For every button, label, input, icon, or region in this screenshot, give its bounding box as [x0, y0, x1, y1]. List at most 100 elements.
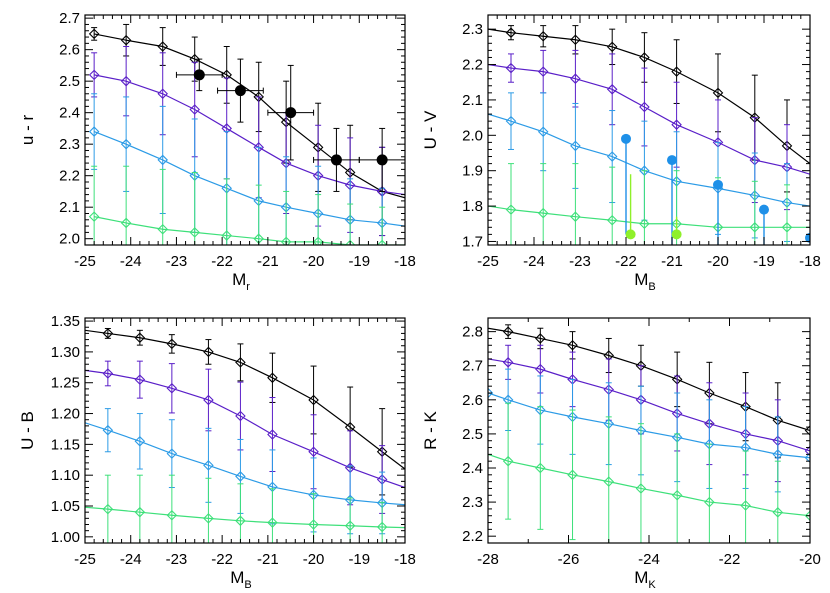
data-point	[102, 503, 114, 515]
series-blue	[85, 408, 405, 535]
x-axis: -28 -26 -24 -22 -20	[477, 318, 821, 568]
y-tick-label: 2.8	[462, 324, 483, 341]
plot-frame	[487, 14, 811, 246]
data-point	[120, 75, 132, 87]
chart-panel-top-right: -25 -24 -23 -22 -21 -20 -19 -18 1.7 1.8 1.9 2.0 2.1 2…	[421, 14, 821, 293]
series-black	[488, 25, 810, 193]
data-point	[157, 88, 168, 100]
data-point	[606, 84, 618, 95]
observed-point	[667, 155, 677, 166]
plot-area	[488, 324, 810, 543]
data-point	[267, 372, 278, 384]
series-line	[85, 329, 405, 470]
data-point	[606, 151, 618, 162]
data-point	[189, 104, 200, 115]
data-point	[157, 154, 168, 166]
y-tick-label: 1.05	[51, 498, 80, 515]
series-line	[488, 358, 810, 452]
data-point	[189, 227, 200, 238]
data-point	[134, 332, 146, 344]
data-point	[570, 34, 581, 46]
x-tick-label: -23	[166, 551, 188, 568]
data-point	[606, 41, 618, 53]
x-tick-label: -24	[120, 551, 142, 568]
y-tick-label: 2.4	[59, 105, 80, 122]
data-point	[772, 507, 784, 518]
y-tick-label: 2.7	[462, 358, 483, 375]
plot-area	[85, 327, 405, 543]
y-tick-label: 2.5	[462, 426, 483, 443]
x-tick-label: -19	[348, 253, 370, 270]
data-point	[772, 449, 784, 460]
data-point	[344, 520, 356, 532]
data-point	[781, 222, 793, 233]
observed-points	[175, 58, 405, 192]
data-point	[235, 515, 246, 527]
data-point	[157, 223, 168, 235]
data-point	[376, 521, 388, 533]
y-tick-label: 2.3	[462, 494, 483, 511]
data-point	[804, 510, 810, 522]
data-point	[712, 87, 724, 99]
data-point	[671, 489, 683, 501]
y-axis-title: U - V	[421, 110, 440, 149]
x-axis-title-main: M	[634, 568, 648, 587]
observed-point	[671, 229, 682, 240]
x-tick-label: -25	[74, 551, 96, 568]
data-point	[344, 239, 356, 245]
data-point	[157, 41, 168, 52]
x-tick-label: -20	[707, 253, 729, 270]
data-point	[502, 357, 514, 368]
chart-panel-bottom-right: -28 -26 -24 -22 -20 2.2 2.3 2.4 2.5 2.6 2.7 2.8 MK R …	[421, 317, 821, 591]
series-line	[85, 506, 405, 529]
data-point	[804, 452, 810, 464]
x-tick-label: -20	[799, 551, 821, 568]
observed-points	[621, 133, 810, 245]
data-point	[308, 519, 319, 530]
x-axis-title-subscript: K	[648, 579, 656, 591]
data-point	[567, 339, 578, 351]
x-axis-title-main: M	[230, 568, 244, 587]
x-tick-label: -21	[257, 253, 279, 270]
data-point	[267, 429, 278, 440]
data-point	[102, 424, 114, 436]
data-point	[567, 469, 578, 481]
x-tick-label: -24	[120, 253, 142, 270]
series-green	[88, 165, 405, 245]
x-tick-label: -20	[303, 551, 325, 568]
data-point	[120, 138, 132, 150]
x-tick-label: -21	[661, 253, 683, 270]
data-point	[804, 445, 810, 457]
x-tick-label: -22	[211, 551, 233, 568]
y-axis-title: u - r	[18, 115, 37, 146]
data-point	[203, 513, 214, 524]
data-point	[166, 338, 178, 350]
x-tick-label: -25	[477, 253, 499, 270]
series-line	[488, 28, 810, 165]
y-tick-label: 2.7	[59, 10, 80, 27]
data-point	[535, 363, 546, 375]
data-point	[505, 27, 517, 38]
y-tick-label: 2.2	[462, 528, 483, 545]
data-point	[537, 66, 549, 77]
y-axis: 2.0 2.1 2.2 2.3 2.4 2.5 2.6 2.7	[59, 10, 405, 248]
data-point	[635, 483, 647, 494]
data-point	[502, 455, 514, 467]
y-tick-label: 2.3	[462, 21, 483, 38]
x-tick-label: -18	[394, 551, 416, 568]
data-point	[488, 387, 494, 399]
series-green	[488, 402, 810, 543]
data-point	[88, 211, 100, 222]
data-point	[535, 333, 546, 344]
y-axis: 1.00 1.05 1.10 1.15 1.20 1.25 1.30 1.35	[51, 313, 405, 546]
x-axis: -25 -24 -23 -22 -21 -20 -19 -18	[74, 318, 416, 568]
data-point	[308, 446, 319, 458]
data-point	[102, 368, 114, 379]
data-point	[203, 346, 214, 358]
x-axis-title: MK	[634, 568, 656, 591]
y-tick-label: 1.20	[51, 406, 80, 423]
observed-point	[330, 154, 342, 166]
x-tick-label: -19	[753, 253, 775, 270]
y-tick-label: 2.1	[462, 92, 483, 109]
